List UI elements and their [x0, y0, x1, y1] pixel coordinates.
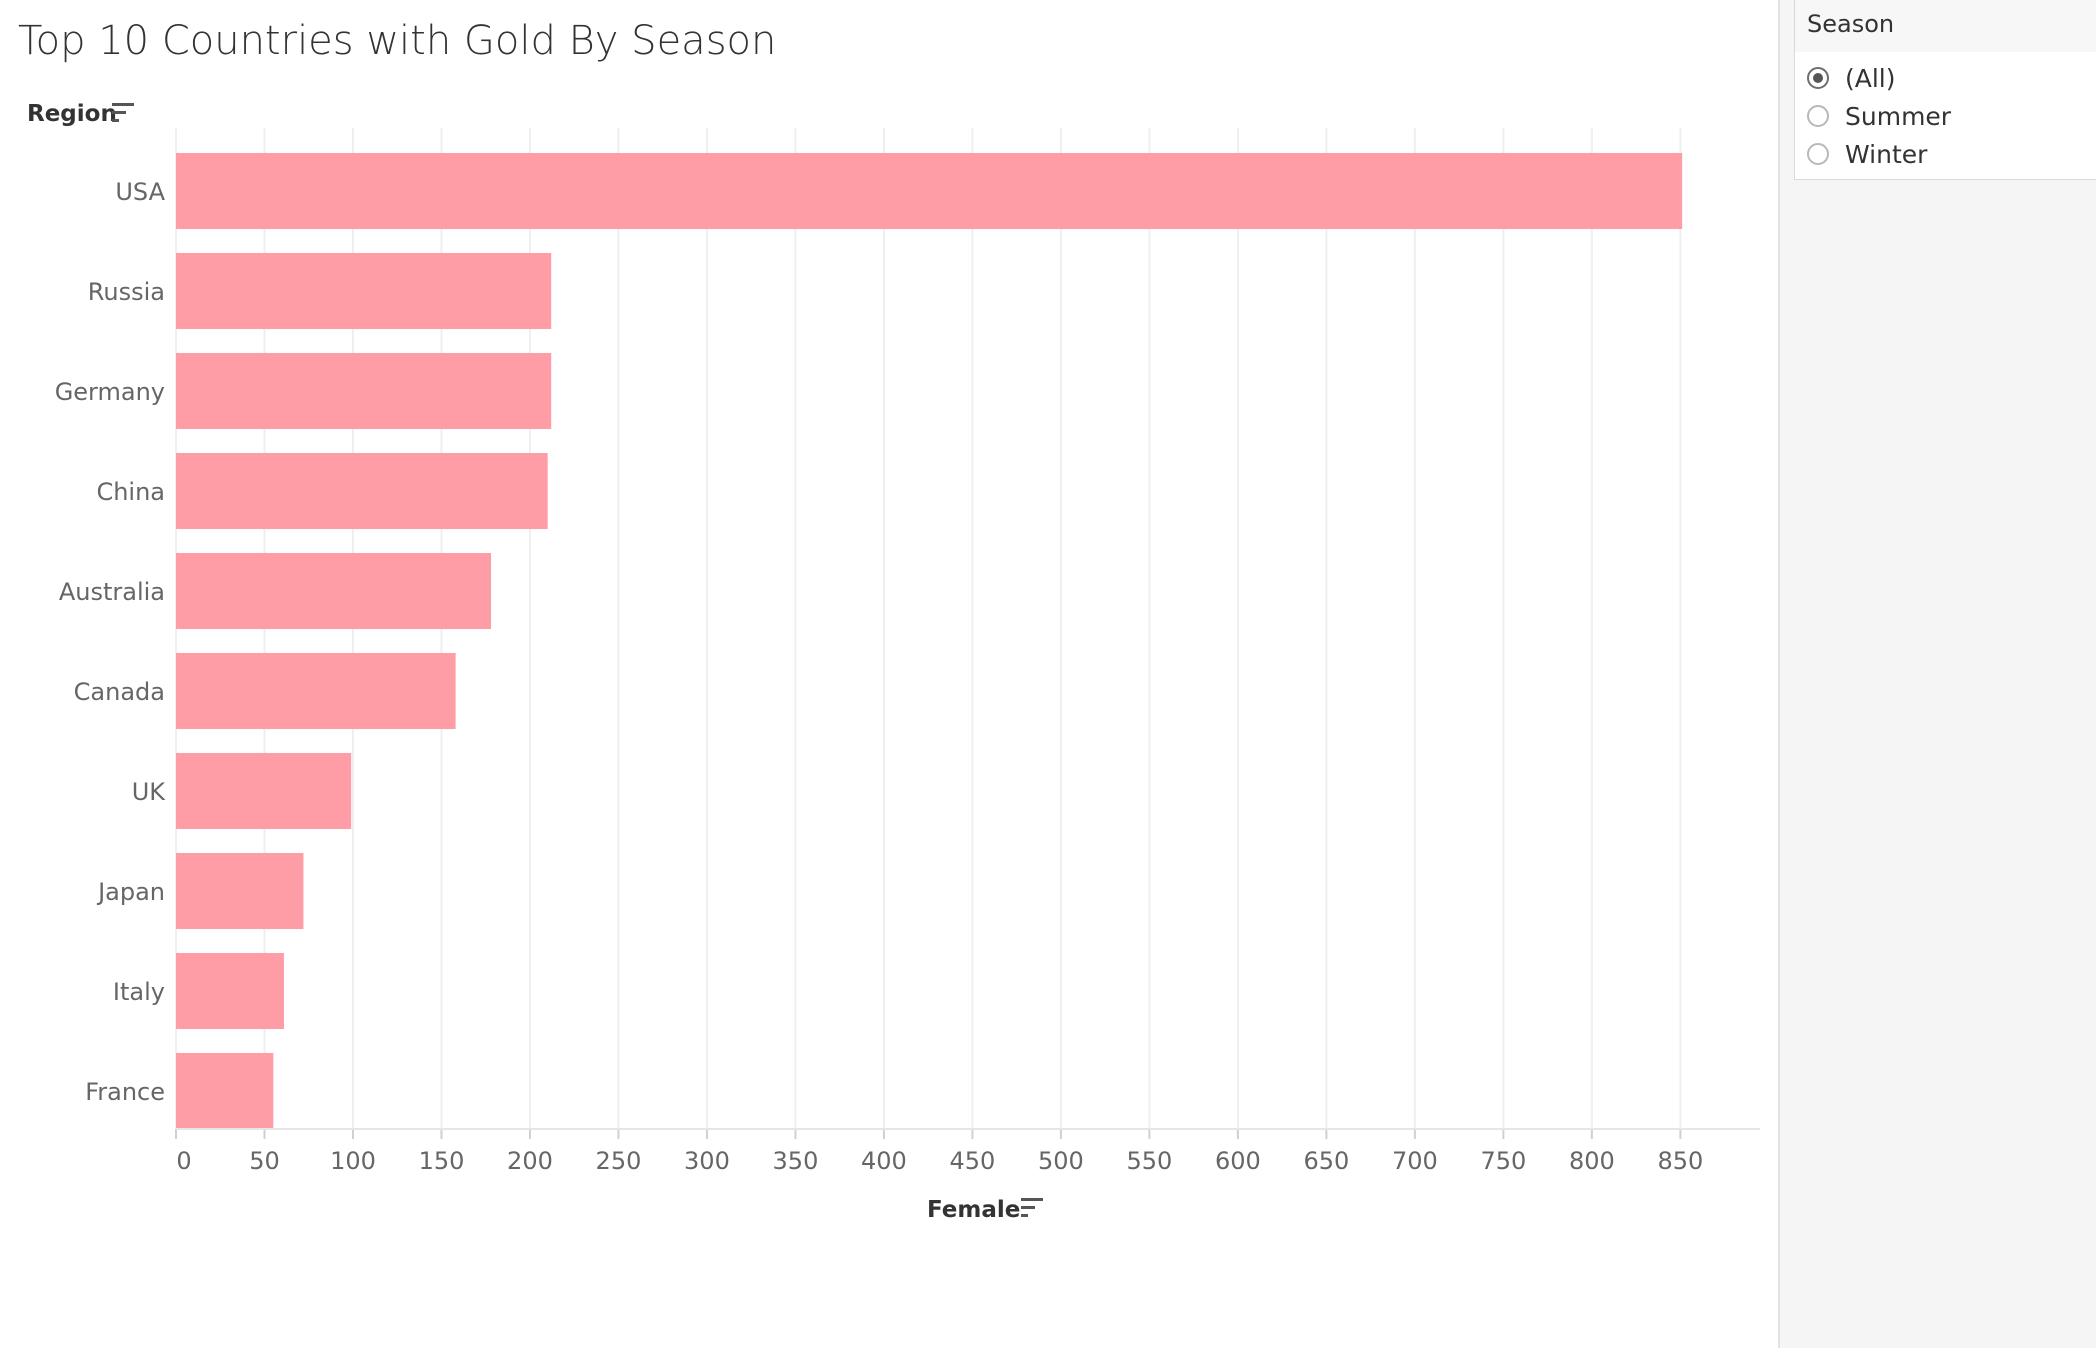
filter-option-winter[interactable]: Winter	[1807, 137, 1927, 171]
category-label: Canada	[74, 678, 165, 706]
chart-title: Top 10 Countries with Gold By Season	[18, 18, 777, 64]
x-tick-label: 600	[1215, 1147, 1261, 1175]
season-filter: Season (All) Summer Winter	[1794, 0, 2096, 180]
x-tick-label: 300	[684, 1147, 730, 1175]
bar[interactable]	[176, 253, 552, 329]
radio-button-icon[interactable]	[1807, 143, 1829, 165]
x-tick-label: 150	[419, 1147, 465, 1175]
x-tick-label: 750	[1480, 1147, 1526, 1175]
x-axis-header[interactable]: Female	[927, 1197, 1043, 1223]
sort-descending-icon[interactable]	[112, 103, 134, 122]
category-label: France	[85, 1078, 165, 1106]
category-label: Japan	[96, 878, 165, 906]
filter-option-all[interactable]: (All)	[1807, 61, 1896, 95]
filter-option-summer[interactable]: Summer	[1807, 99, 1951, 133]
bar[interactable]	[176, 853, 304, 929]
filter-panel: Season (All) Summer Winter	[1778, 0, 2096, 1348]
bar[interactable]	[176, 753, 352, 829]
filter-title-bar	[1795, 0, 2096, 52]
x-axis-ticks: 0 50 100 150 200 250 300 350 400 450 500 550 600 650 7…	[175, 1129, 1703, 1175]
category-label: Australia	[59, 578, 165, 606]
bar[interactable]	[176, 1053, 274, 1129]
filter-option-label: Summer	[1845, 101, 1952, 131]
x-tick-label: 350	[773, 1147, 819, 1175]
x-tick-label: 200	[507, 1147, 553, 1175]
x-tick-label: 450	[950, 1147, 996, 1175]
category-label: Italy	[113, 978, 165, 1006]
filter-option-label: (All)	[1845, 63, 1896, 93]
bar[interactable]	[176, 653, 456, 729]
category-label: Russia	[88, 278, 165, 306]
x-tick-label: 250	[596, 1147, 642, 1175]
x-axis-title: Female	[927, 1197, 1020, 1223]
x-tick-label: 850	[1657, 1147, 1703, 1175]
category-labels: USA Russia Germany China Australia Canada UK Ja…	[55, 178, 167, 1106]
sort-descending-icon[interactable]	[1021, 1198, 1043, 1217]
x-tick-label: 650	[1303, 1147, 1349, 1175]
bar[interactable]	[176, 153, 1683, 229]
x-tick-label: 100	[330, 1147, 376, 1175]
filter-option-label: Winter	[1845, 139, 1928, 169]
radio-button-icon[interactable]	[1807, 105, 1829, 127]
category-label: Germany	[55, 378, 165, 406]
bar-chart: USA Russia Germany China Australia Canada UK Ja…	[27, 101, 1760, 1223]
y-axis-header[interactable]: Region	[27, 101, 134, 127]
filter-title: Season	[1807, 10, 1895, 38]
bars	[176, 153, 1683, 1129]
x-tick-label: 0	[176, 1147, 191, 1175]
x-tick-label: 400	[861, 1147, 907, 1175]
x-tick-label: 550	[1127, 1147, 1173, 1175]
radio-button-icon[interactable]	[1807, 67, 1829, 89]
x-tick-label: 500	[1038, 1147, 1084, 1175]
bar[interactable]	[176, 553, 492, 629]
y-axis-title: Region	[27, 101, 117, 127]
x-tick-label: 50	[249, 1147, 280, 1175]
x-tick-label: 700	[1392, 1147, 1438, 1175]
x-tick-label: 800	[1569, 1147, 1615, 1175]
category-label: China	[96, 478, 165, 506]
category-label: UK	[132, 778, 167, 806]
bar[interactable]	[176, 953, 284, 1029]
bar[interactable]	[176, 353, 552, 429]
bar[interactable]	[176, 453, 548, 529]
category-label: USA	[115, 178, 165, 206]
